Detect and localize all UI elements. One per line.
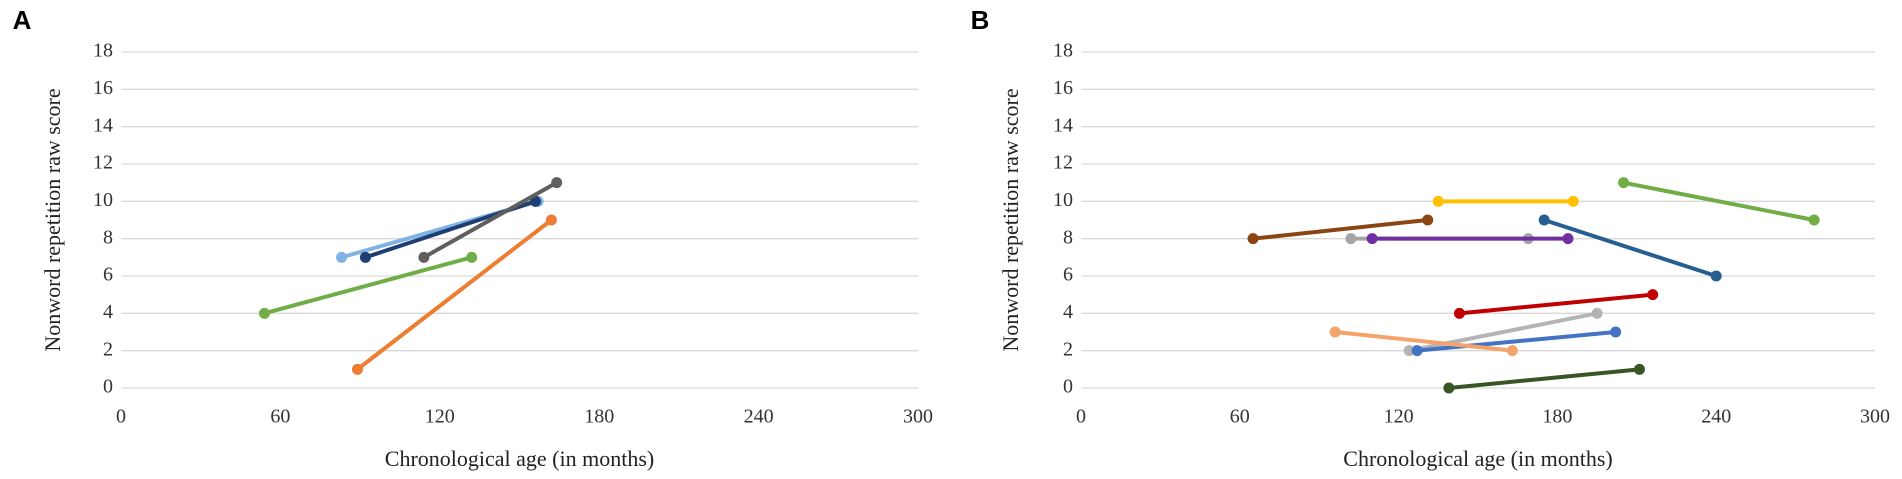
x-tick-label: 60 (1230, 406, 1250, 428)
x-tick-label: 120 (1384, 406, 1414, 428)
point (1591, 307, 1603, 319)
x-tick-label: 300 (1860, 406, 1890, 428)
series-line (356, 218, 553, 371)
series-line (1252, 218, 1428, 241)
point (1247, 233, 1259, 245)
y-tick-label: 16 (93, 77, 113, 99)
y-tick-label: 10 (1053, 189, 1073, 211)
series-line (1416, 330, 1616, 353)
point (1808, 214, 1820, 226)
y-tick-label: 18 (93, 40, 113, 62)
y-tick-label: 12 (93, 152, 113, 174)
point (1403, 345, 1415, 357)
point (418, 251, 430, 263)
y-axis-title: Nonword repetition raw score (40, 88, 65, 351)
point (1329, 326, 1341, 338)
point (1411, 345, 1423, 357)
y-tick-label: 14 (93, 114, 113, 136)
point (1610, 326, 1622, 338)
y-tick-label: 10 (93, 189, 113, 211)
point (1443, 382, 1455, 394)
point (258, 307, 270, 319)
series-line (1623, 180, 1815, 222)
point (359, 251, 371, 263)
point (1432, 195, 1444, 207)
y-tick-label: 2 (1063, 338, 1073, 360)
x-tick-label: 0 (116, 406, 126, 428)
series-line (1459, 292, 1653, 316)
x-axis-title: Chronological age (in months) (385, 446, 654, 471)
y-tick-label: 12 (1053, 152, 1073, 174)
x-axis-title: Chronological age (in months) (1343, 446, 1612, 471)
series-line (263, 255, 473, 316)
series-line (1448, 367, 1640, 390)
y-tick-label: 6 (103, 264, 113, 286)
series-line (1543, 218, 1717, 278)
y-axis-title: Nonword repetition raw score (998, 88, 1023, 351)
y-tick-label: 14 (1053, 114, 1073, 136)
point (1453, 307, 1465, 319)
point (351, 363, 363, 375)
point (1562, 233, 1574, 245)
point (545, 214, 557, 226)
point (1506, 345, 1518, 357)
y-tick-label: 6 (1063, 264, 1073, 286)
series-line (422, 180, 558, 260)
y-tick-label: 4 (1063, 301, 1073, 323)
point (1567, 195, 1579, 207)
y-tick-label: 2 (103, 338, 113, 360)
point (1422, 214, 1434, 226)
x-tick-label: 60 (270, 406, 290, 428)
y-tick-label: 8 (103, 226, 113, 248)
point (1710, 270, 1722, 282)
point (1647, 289, 1659, 301)
y-tick-label: 4 (103, 301, 113, 323)
point (1366, 233, 1378, 245)
y-tick-label: 16 (1053, 77, 1073, 99)
y-tick-label: 8 (1063, 226, 1073, 248)
point (466, 251, 478, 263)
x-tick-label: 240 (744, 406, 774, 428)
point (1345, 233, 1357, 245)
panel-label: A (13, 5, 32, 35)
x-tick-label: 180 (584, 406, 614, 428)
point (551, 177, 563, 189)
series-line (1408, 311, 1598, 353)
point (336, 251, 348, 263)
point (529, 195, 541, 207)
point (1538, 214, 1550, 226)
point (1618, 177, 1630, 189)
y-tick-label: 18 (1053, 40, 1073, 62)
x-tick-label: 300 (903, 406, 933, 428)
point (1633, 363, 1645, 375)
x-tick-label: 180 (1542, 406, 1572, 428)
x-tick-label: 240 (1701, 406, 1731, 428)
panel-label: B (971, 5, 990, 35)
series-line (1334, 330, 1513, 353)
x-tick-label: 120 (425, 406, 455, 428)
x-tick-label: 0 (1076, 406, 1086, 428)
y-tick-label: 0 (103, 376, 113, 398)
y-tick-label: 0 (1063, 376, 1073, 398)
